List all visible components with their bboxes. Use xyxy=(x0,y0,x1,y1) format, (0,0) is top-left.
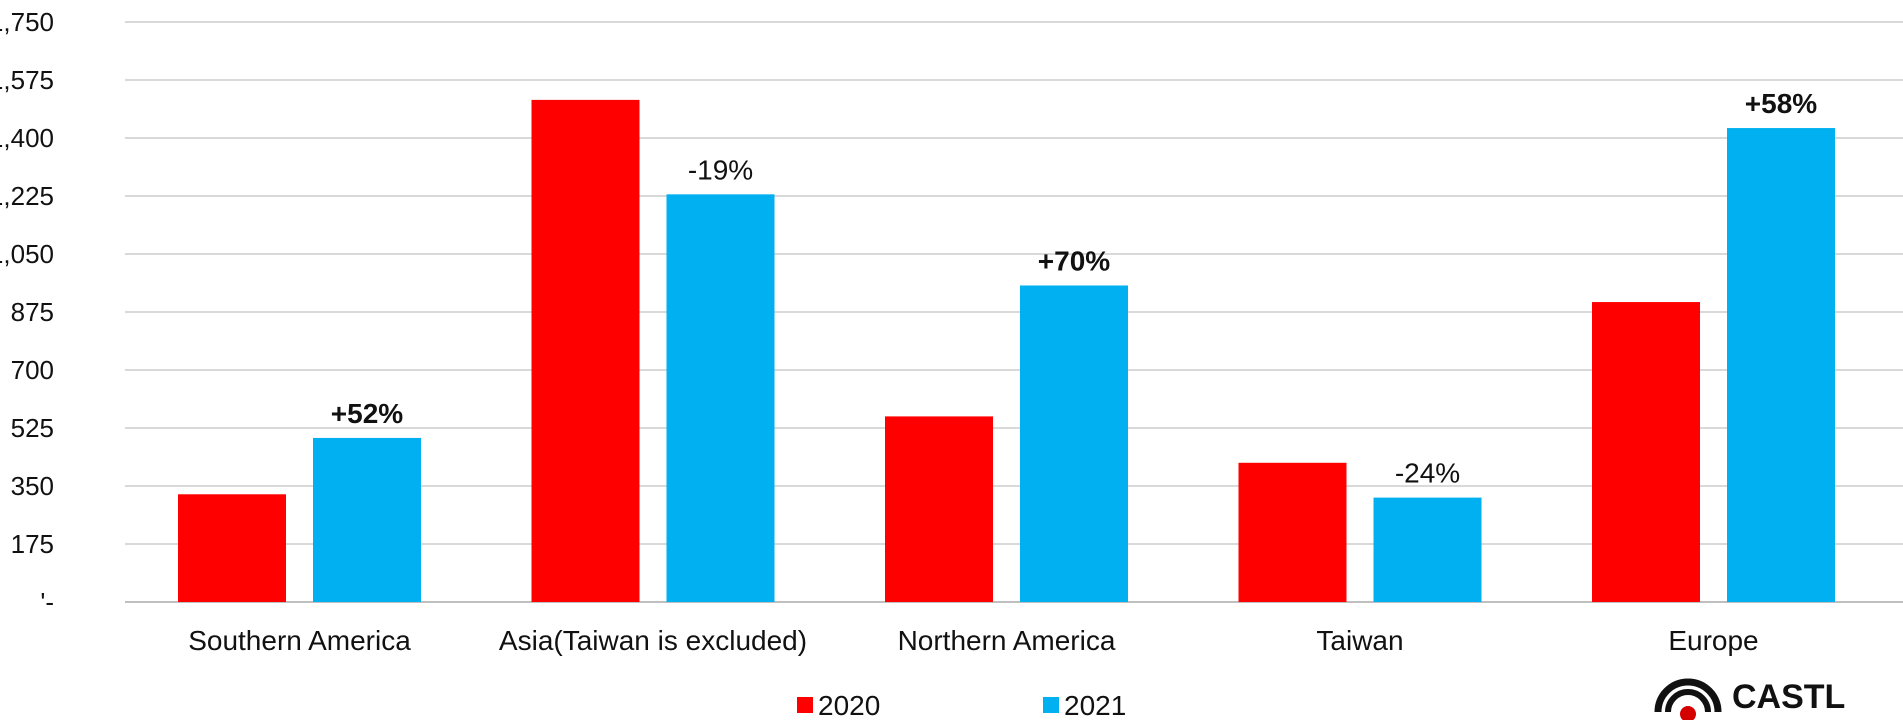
y-tick-label: 1,050 xyxy=(0,239,54,269)
y-tick-label: 700 xyxy=(11,355,54,385)
bar-2021-3 xyxy=(1373,497,1482,602)
legend-swatch-2021 xyxy=(1043,697,1059,713)
castl-logo-text: CASTL xyxy=(1732,678,1845,716)
gridlines xyxy=(125,21,1903,603)
y-tick-label: 1,400 xyxy=(0,123,54,153)
data-labels: +52% -19% +70% -24% +58% xyxy=(331,88,1817,489)
bar-2021-4 xyxy=(1727,128,1835,603)
bar-2020-4 xyxy=(1592,302,1700,602)
bars xyxy=(178,99,1835,603)
data-label: +52% xyxy=(331,398,403,429)
data-label: -24% xyxy=(1395,458,1460,489)
y-axis-tick-labels: '- 175 350 525 700 875 1,050 1,225 1,400 1,575 1,7… xyxy=(0,7,54,617)
bar-2020-0 xyxy=(178,494,286,602)
x-axis-category-labels: Southern America Asia(Taiwan is excluded)… xyxy=(188,625,1758,656)
legend-swatch-2020 xyxy=(797,697,813,713)
legend: 2020 2021 xyxy=(797,690,1126,720)
y-tick-label: '- xyxy=(40,587,54,617)
data-label: +58% xyxy=(1745,88,1817,119)
bar-2021-0 xyxy=(313,437,421,602)
y-tick-label: 175 xyxy=(11,529,54,559)
category-label: Asia(Taiwan is excluded) xyxy=(499,625,807,656)
castl-logo-icon xyxy=(1654,678,1722,720)
castl-logo: CASTL xyxy=(1654,678,1845,720)
legend-label-2021: 2021 xyxy=(1064,690,1126,720)
category-label: Northern America xyxy=(898,625,1116,656)
data-label: -19% xyxy=(688,154,753,185)
data-label: +70% xyxy=(1038,245,1110,276)
bar-2020-3 xyxy=(1238,462,1347,602)
category-label: Taiwan xyxy=(1316,625,1403,656)
category-label: Southern America xyxy=(188,625,411,656)
category-label: Europe xyxy=(1668,625,1758,656)
y-tick-label: 1,225 xyxy=(0,181,54,211)
y-tick-label: 350 xyxy=(11,471,54,501)
y-tick-label: 1,750 xyxy=(0,7,54,37)
legend-label-2020: 2020 xyxy=(818,690,880,720)
y-tick-label: 875 xyxy=(11,297,54,327)
y-tick-label: 1,575 xyxy=(0,65,54,95)
bar-2021-1 xyxy=(666,194,775,603)
bar-2021-2 xyxy=(1020,285,1128,602)
y-tick-label: 525 xyxy=(11,413,54,443)
bar-2020-1 xyxy=(531,99,640,602)
bar-2020-2 xyxy=(885,416,993,602)
